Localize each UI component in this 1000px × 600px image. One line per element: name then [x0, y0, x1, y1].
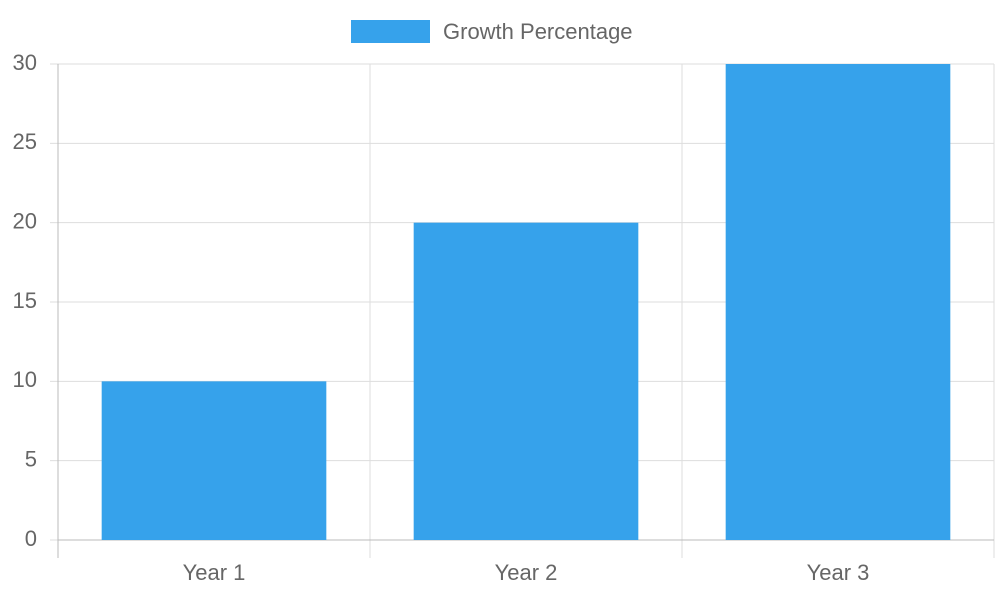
x-tick-label: Year 3 — [807, 560, 870, 585]
y-tick-label: 0 — [25, 526, 37, 551]
y-tick-label: 20 — [13, 208, 37, 233]
bar — [101, 381, 327, 540]
x-tick-label: Year 2 — [495, 560, 558, 585]
bar — [725, 64, 951, 540]
x-tick-label: Year 1 — [183, 560, 246, 585]
y-tick-label: 30 — [13, 50, 37, 75]
bar — [413, 222, 639, 540]
legend-swatch — [351, 20, 430, 43]
y-tick-label: 15 — [13, 288, 37, 313]
y-tick-label: 5 — [25, 446, 37, 471]
y-tick-label: 25 — [13, 129, 37, 154]
y-tick-label: 10 — [13, 367, 37, 392]
legend-label: Growth Percentage — [443, 19, 633, 44]
